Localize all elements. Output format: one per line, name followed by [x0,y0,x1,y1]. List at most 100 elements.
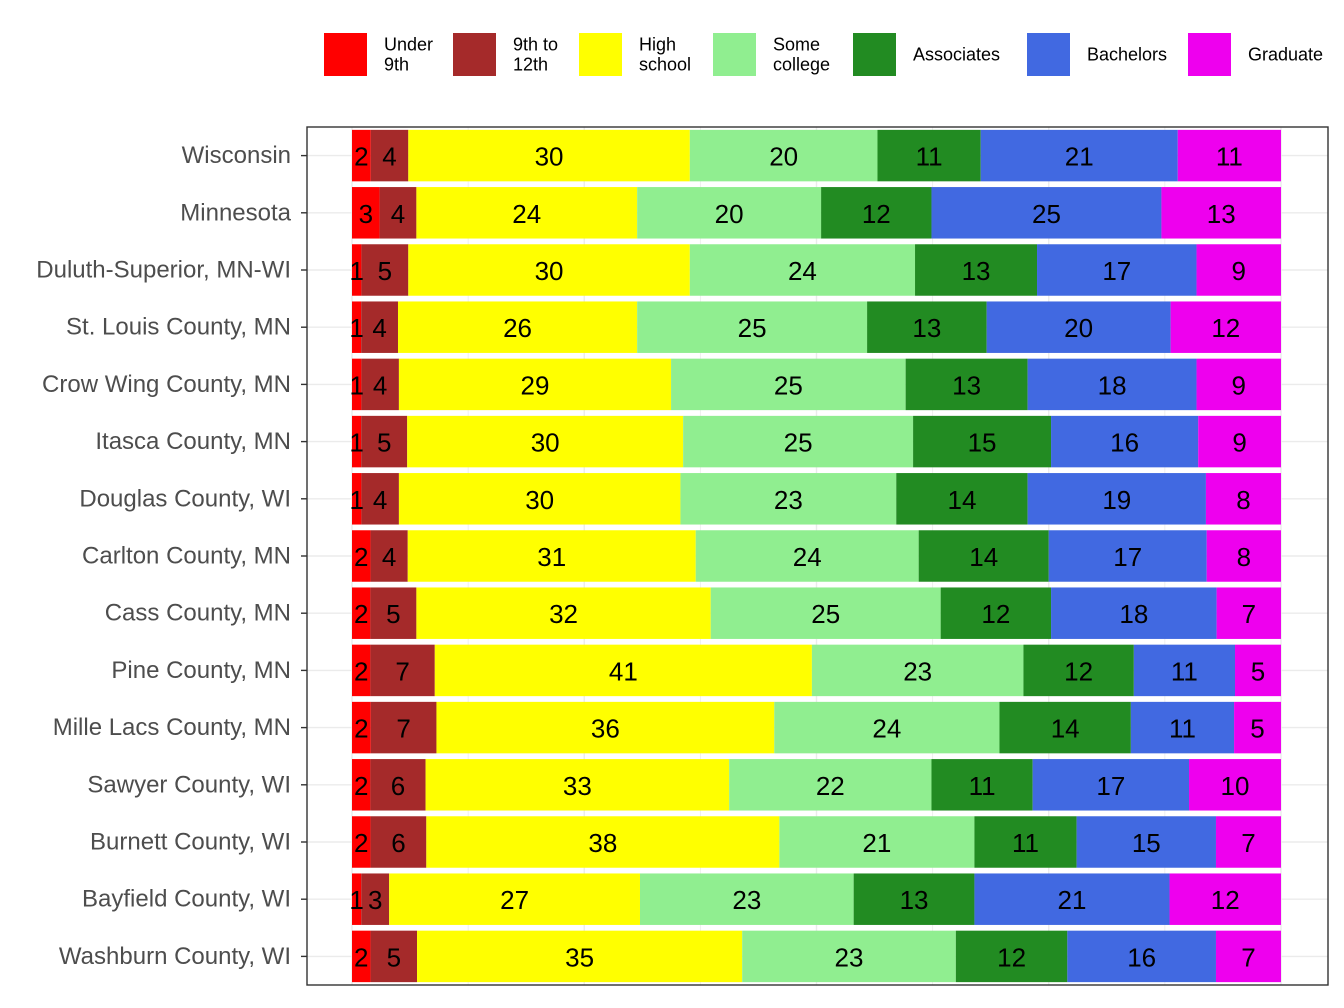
y-tick-label: Douglas County, WI [79,485,291,512]
bar-value-label: 25 [774,370,803,400]
legend-item-graduate: Graduate [1188,33,1323,76]
bar-segment-under-9th [352,129,371,182]
y-tick-label: Cass County, MN [105,600,291,627]
bar-segment-bachelors [1130,701,1235,754]
bar-segment-some-college [774,701,1000,754]
bar-segment-some-college [742,930,956,983]
bar-value-label: 38 [588,828,617,858]
y-tick-label: Sawyer County, WI [87,771,291,798]
bar-segment-some-college [729,759,932,811]
legend-key [1188,33,1231,76]
bar-value-label: 17 [1113,542,1142,572]
bar-segment-some-college [710,587,941,639]
bar-segment-associates [915,244,1038,296]
bar-segment-high-school [397,301,638,353]
bar-value-label: 15 [1132,828,1161,858]
bar-segment-high-school [408,129,690,182]
bar-value-label: 30 [525,485,554,515]
bar-value-label: 6 [391,828,405,858]
bar-value-label: 30 [535,142,564,172]
bar-segment-associates [931,759,1033,811]
bar-value-label: 27 [500,885,529,915]
bar-value-label: 9 [1232,428,1246,458]
bar-segment-high-school [408,244,690,296]
bar-value-label: 35 [565,942,594,972]
bar-value-label: 24 [793,542,822,572]
bar-value-label: 4 [373,370,387,400]
bar-segment-some-college [689,129,878,182]
bar-segment-under-9th [352,244,362,296]
bar-segment-associates [905,358,1028,411]
bar-value-label: 7 [1242,599,1256,629]
y-tick-label: St. Louis County, MN [66,314,291,341]
bar-value-label: 13 [1207,199,1236,229]
bar-segment-9th-to-12th [370,816,427,868]
bar-value-label: 11 [969,771,996,801]
bar-value-label: 1 [349,370,363,400]
bar-value-label: 17 [1102,256,1131,286]
bar-segment-associates [918,530,1049,582]
bar-segment-bachelors [986,301,1171,353]
bar-segment-graduate [1205,473,1281,525]
bar-segment-under-9th [352,701,371,754]
bar-value-label: 5 [1250,714,1264,744]
bar-value-label: 7 [1241,942,1255,972]
bar-value-label: 14 [947,485,976,515]
bar-value-label: 11 [1171,656,1198,686]
bar-value-label: 21 [1058,885,1087,915]
bar-value-label: 3 [368,885,382,915]
bar-value-label: 24 [872,714,901,744]
legend-key [579,33,622,76]
bar-segment-9th-to-12th [370,644,435,697]
legend-label: 9th [384,55,409,75]
bar-value-label: 11 [916,142,943,172]
y-tick-label: Crow Wing County, MN [42,371,291,398]
bar-segment-graduate [1161,187,1281,239]
bar-segment-some-college [689,244,916,296]
bar-segment-high-school [417,930,743,983]
bar-value-label: 24 [512,199,541,229]
bar-value-label: 14 [969,542,998,572]
bar-value-label: 1 [349,313,363,343]
bar-value-label: 14 [1051,714,1080,744]
bar-value-label: 13 [900,885,929,915]
bar-segment-graduate [1189,759,1281,811]
bar-value-label: 7 [1241,828,1255,858]
bar-segment-bachelors [931,187,1162,239]
bar-value-label: 23 [835,942,864,972]
bar-value-label: 13 [962,256,991,286]
bar-value-label: 30 [531,428,560,458]
bar-segment-under-9th [352,187,380,239]
bar-value-label: 12 [1064,656,1093,686]
bar-value-label: 9 [1232,370,1246,400]
legend-label: 12th [513,55,548,75]
bar-segment-bachelors [1048,530,1207,582]
legend-label: Some [773,35,820,55]
legend-label: 9th to [513,35,558,55]
legend-key [453,33,496,76]
bar-value-label: 12 [1211,313,1240,343]
y-tick-label: Itasca County, MN [95,428,291,455]
bar-value-label: 3 [359,199,373,229]
bar-segment-bachelors [1027,473,1206,525]
bar-segment-associates [974,816,1077,868]
bar-value-label: 7 [396,714,410,744]
bar-segment-under-9th [352,816,371,868]
bar-segment-associates [913,415,1052,468]
y-tick-label: Minnesota [180,199,291,226]
y-tick-label: Washburn County, WI [59,943,291,970]
y-tick-label: Bayfield County, WI [82,886,291,913]
bar-value-label: 4 [382,142,396,172]
bar-segment-9th-to-12th [361,301,398,353]
bar-value-label: 21 [862,828,891,858]
bar-value-label: 33 [563,771,592,801]
bar-value-label: 23 [774,485,803,515]
bar-segment-9th-to-12th [361,415,408,468]
bar-segment-graduate [1206,530,1281,582]
legend-label: Graduate [1248,45,1323,65]
bar-segment-associates [1023,644,1134,697]
bar-value-label: 15 [968,428,997,458]
